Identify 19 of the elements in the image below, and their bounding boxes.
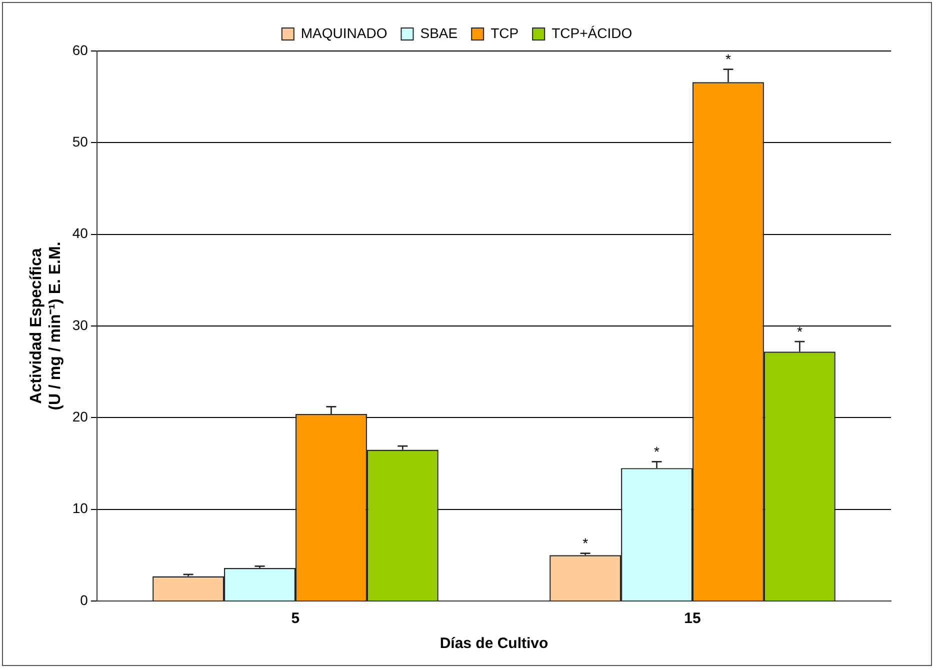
y-tick-label: 50 (72, 134, 88, 150)
data-label: * (582, 535, 589, 552)
x-axis-title: Días de Cultivo (440, 635, 548, 652)
y-tick-label: 20 (72, 408, 88, 425)
y-tick-label: 0 (80, 592, 88, 608)
legend-label: TCP (490, 24, 519, 41)
y-tick-label: 60 (72, 42, 88, 58)
legend-label: SBAE (420, 24, 458, 41)
y-axis-title: Actividad Específica (U / mg / min⁻¹) E. E.M. (28, 242, 64, 410)
x-tick-label: 5 (291, 610, 300, 628)
y-tick-label: 40 (72, 225, 88, 242)
x-tick-label: 15 (684, 610, 701, 628)
y-tick-label: 30 (72, 316, 88, 333)
data-label: * (654, 444, 660, 460)
data-label: * (796, 323, 803, 340)
legend-label: TCP+ÁCIDO (552, 24, 632, 41)
data-label: * (726, 51, 732, 68)
legend-label: MAQUINADO (300, 24, 388, 41)
y-tick-label: 10 (72, 500, 88, 516)
